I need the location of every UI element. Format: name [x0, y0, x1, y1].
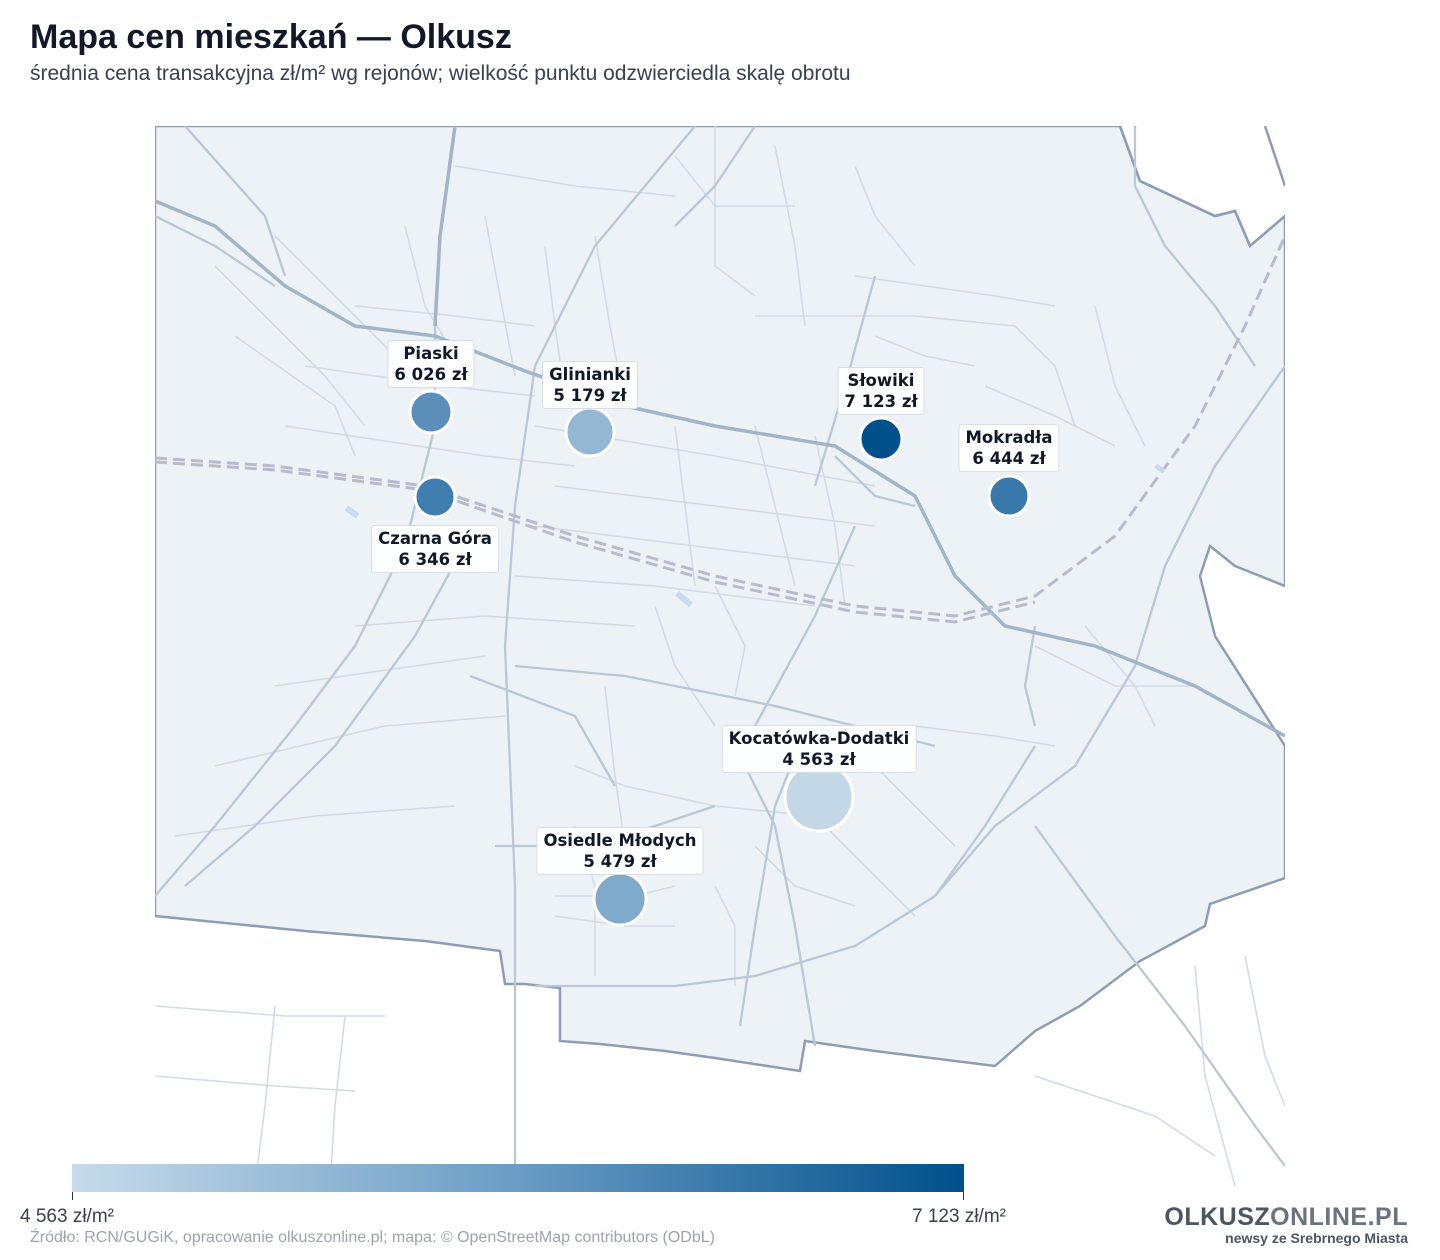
brand-tagline: newsy ze Srebrnego Miasta	[1164, 1230, 1408, 1246]
district-price: 7 123 zł	[844, 391, 917, 412]
marker-piaski[interactable]	[410, 391, 452, 433]
label-mokradla: Mokradła 6 444 zł	[958, 424, 1059, 472]
district-price: 6 346 zł	[378, 549, 492, 570]
boundary-outline-ne	[1265, 126, 1285, 186]
label-piaski: Piaski 6 026 zł	[387, 340, 474, 388]
label-kocatowka-dodatki: Kocatówka-Dodatki 4 563 zł	[722, 725, 917, 773]
city-boundary	[155, 126, 1285, 1071]
district-price: 4 563 zł	[729, 749, 910, 770]
label-slowiki: Słowiki 7 123 zł	[837, 367, 924, 415]
marker-czarna-gora[interactable]	[415, 477, 455, 517]
label-glinianki: Glinianki 5 179 zł	[542, 361, 638, 409]
page-subtitle: średnia cena transakcyjna zł/m² wg rejon…	[30, 62, 851, 86]
marker-osiedle-mlodych[interactable]	[594, 873, 646, 925]
marker-kocatowka-dodatki[interactable]	[785, 763, 853, 831]
legend-tick-min	[72, 1192, 73, 1200]
color-legend	[72, 1164, 964, 1192]
district-name: Czarna Góra	[378, 528, 492, 549]
legend-max-label: 7 123 zł/m²	[912, 1206, 1006, 1228]
district-price: 6 026 zł	[394, 364, 467, 385]
legend-tick-max	[963, 1192, 964, 1200]
brand-name-part: ONLINE.PL	[1270, 1203, 1408, 1231]
marker-slowiki[interactable]	[860, 418, 902, 460]
brand-name-part: OLKUSZ	[1164, 1203, 1270, 1231]
district-price: 6 444 zł	[965, 448, 1052, 469]
marker-glinianki[interactable]	[566, 408, 614, 456]
district-name: Osiedle Młodych	[543, 830, 696, 851]
brand-logo: OLKUSZONLINE.PL newsy ze Srebrnego Miast…	[1164, 1204, 1408, 1246]
page-title: Mapa cen mieszkań — Olkusz	[30, 18, 512, 57]
legend-gradient	[72, 1164, 964, 1192]
district-name: Słowiki	[844, 370, 917, 391]
label-czarna-gora: Czarna Góra 6 346 zł	[371, 525, 499, 573]
district-price: 5 479 zł	[543, 851, 696, 872]
marker-mokradla[interactable]	[989, 476, 1029, 516]
legend-min-label: 4 563 zł/m²	[20, 1206, 114, 1228]
map-area[interactable]: Piaski 6 026 zł Glinianki 5 179 zł Słowi…	[155, 126, 1285, 1186]
district-name: Piaski	[394, 343, 467, 364]
brand-name: OLKUSZONLINE.PL	[1164, 1204, 1408, 1230]
district-name: Kocatówka-Dodatki	[729, 728, 910, 749]
district-price: 5 179 zł	[549, 385, 631, 406]
district-name: Glinianki	[549, 364, 631, 385]
district-name: Mokradła	[965, 427, 1052, 448]
source-note: Źródło: RCN/GUGiK, opracowanie olkuszonl…	[30, 1229, 715, 1247]
label-osiedle-mlodych: Osiedle Młodych 5 479 zł	[536, 827, 703, 875]
map-canvas[interactable]	[155, 126, 1285, 1186]
